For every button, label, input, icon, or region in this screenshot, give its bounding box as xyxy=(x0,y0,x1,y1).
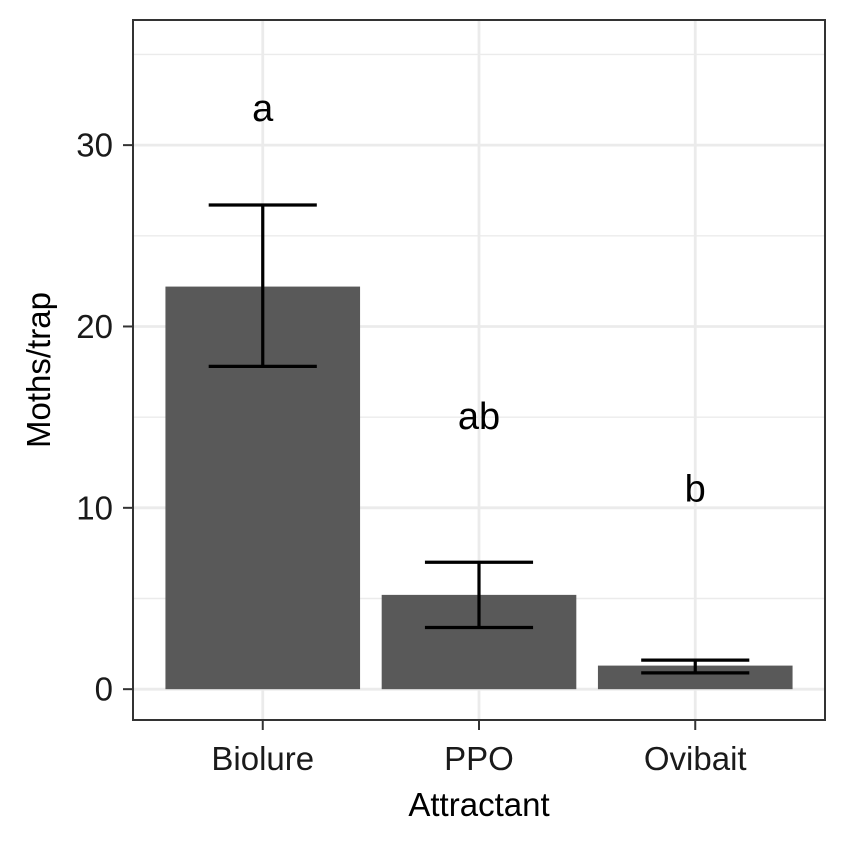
error-bar-biolure xyxy=(208,203,317,368)
x-axis-ticks: Biolure PPO Ovibait xyxy=(211,720,747,777)
significance-letter: ab xyxy=(458,396,500,438)
y-axis-title: Moths/trap xyxy=(20,292,57,448)
x-tick-label: Ovibait xyxy=(644,740,747,777)
x-tick-label: PPO xyxy=(444,740,514,777)
error-bars xyxy=(208,203,750,675)
significance-letters: a ab b xyxy=(252,88,706,511)
x-tick-label: Biolure xyxy=(211,740,314,777)
x-axis-title: Attractant xyxy=(408,786,549,823)
error-bar-ovibait xyxy=(641,658,750,675)
y-tick-label: 20 xyxy=(76,308,113,345)
y-tick-label: 0 xyxy=(95,671,113,708)
y-tick-label: 10 xyxy=(76,489,113,526)
y-axis-ticks: 0 10 20 30 xyxy=(76,127,133,708)
y-tick-label: 30 xyxy=(76,127,113,164)
error-bar-ppo xyxy=(424,560,534,630)
significance-letter: a xyxy=(252,88,274,130)
significance-letter: b xyxy=(685,469,706,511)
